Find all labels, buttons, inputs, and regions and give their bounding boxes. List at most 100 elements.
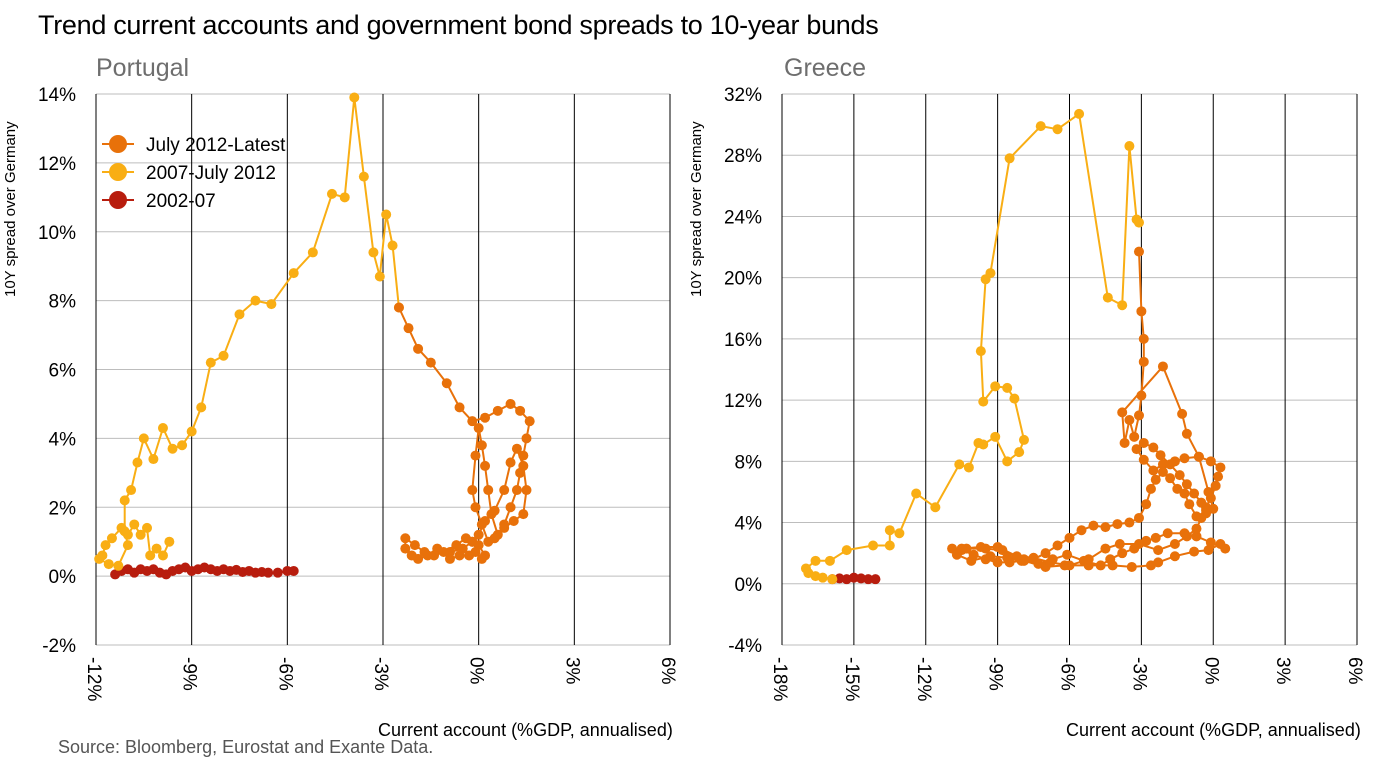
portugal-data-point-2002-07 xyxy=(263,567,274,578)
greece-data-point-july-2012-latest xyxy=(1052,540,1063,551)
greece-data-point-july-2012-latest xyxy=(1153,557,1164,568)
greece-data-point-2007-july-2012 xyxy=(1035,121,1046,132)
greece-data-point-july-2012-latest xyxy=(1196,497,1207,508)
greece-data-point-july-2012-latest xyxy=(1191,531,1202,542)
portugal-data-point-2007-july-2012 xyxy=(135,529,146,540)
portugal-data-point-2007-july-2012 xyxy=(113,560,124,571)
portugal-x-tick-label: 0% xyxy=(466,657,487,685)
greece-data-point-2007-july-2012 xyxy=(884,525,895,536)
legend-marker xyxy=(109,135,127,153)
legend: July 2012-Latest 2007-July 2012 2002-07 xyxy=(102,135,286,212)
greece-x-tick-label: -3% xyxy=(1128,657,1149,691)
portugal-data-point-2007-july-2012 xyxy=(138,433,149,444)
greece-data-point-2002-07 xyxy=(863,574,874,585)
greece-data-point-2007-july-2012 xyxy=(1002,456,1013,467)
greece-data-point-july-2012-latest xyxy=(1136,390,1147,401)
greece-data-point-july-2012-latest xyxy=(1126,561,1137,572)
portugal-data-point-2007-july-2012 xyxy=(288,268,299,279)
portugal-data-point-2007-july-2012 xyxy=(205,357,216,368)
greece-data-point-july-2012-latest xyxy=(1205,456,1216,467)
portugal-y-tick-label: 0% xyxy=(49,567,77,588)
portugal-data-point-july-2012-latest xyxy=(403,323,414,334)
portugal-chart: -2% 0% 2% 4% 6% 8% 10% 12% 14% -12% -9% -6% -3% 0% 3% 6… xyxy=(38,85,678,701)
portugal-data-point-july-2012-latest xyxy=(470,450,481,461)
portugal-data-point-july-2012-latest xyxy=(438,547,449,558)
greece-data-point-2007-july-2012 xyxy=(1004,153,1015,164)
portugal-data-point-2007-july-2012 xyxy=(145,550,156,561)
portugal-data-point-2007-july-2012 xyxy=(100,540,111,551)
greece-data-point-july-2012-latest xyxy=(1076,525,1087,536)
portugal-x-tick-label: -9% xyxy=(179,657,200,691)
greece-data-point-july-2012-latest xyxy=(1189,488,1200,499)
portugal-data-point-2007-july-2012 xyxy=(339,192,350,203)
portugal-data-point-2007-july-2012 xyxy=(368,247,379,258)
greece-data-point-2007-july-2012 xyxy=(810,555,821,566)
greece-data-point-july-2012-latest xyxy=(1150,532,1161,543)
greece-data-point-july-2012-latest xyxy=(1189,546,1200,557)
portugal-data-point-july-2012-latest xyxy=(476,440,487,451)
greece-data-point-july-2012-latest xyxy=(1157,459,1168,470)
portugal-data-point-july-2012-latest xyxy=(464,550,475,561)
portugal-data-point-2007-july-2012 xyxy=(106,533,117,544)
greece-data-point-july-2012-latest xyxy=(1148,465,1159,476)
greece-data-point-2007-july-2012 xyxy=(930,502,941,513)
portugal-data-point-july-2012-latest xyxy=(473,529,484,540)
greece-data-point-july-2012-latest xyxy=(1179,453,1190,464)
greece-data-point-july-2012-latest xyxy=(1157,467,1168,478)
greece-data-point-july-2012-latest xyxy=(1136,306,1147,317)
greece-data-point-july-2012-latest xyxy=(1203,545,1214,556)
portugal-data-point-2007-july-2012 xyxy=(358,171,369,182)
portugal-data-point-july-2012-latest xyxy=(441,378,452,389)
greece-data-point-july-2012-latest xyxy=(1157,361,1168,372)
greece-data-point-july-2012-latest xyxy=(1131,444,1142,455)
portugal-data-point-july-2012-latest xyxy=(505,457,516,468)
greece-data-point-2007-july-2012 xyxy=(911,488,922,499)
greece-data-point-july-2012-latest xyxy=(1205,537,1216,548)
greece-data-point-2007-july-2012 xyxy=(1102,292,1113,303)
greece-data-point-july-2012-latest xyxy=(985,551,996,562)
greece-data-point-2007-july-2012 xyxy=(990,431,1001,442)
legend-marker xyxy=(109,163,127,181)
portugal-data-point-july-2012-latest xyxy=(425,357,436,368)
greece-data-point-july-2012-latest xyxy=(1174,470,1185,481)
portugal-data-point-2007-july-2012 xyxy=(374,271,385,282)
greece-data-point-2007-july-2012 xyxy=(824,555,835,566)
greece-x-tick-label: -9% xyxy=(985,657,1006,691)
greece-data-point-2007-july-2012 xyxy=(1124,141,1135,152)
greece-data-point-2007-july-2012 xyxy=(800,563,811,574)
greece-data-point-july-2012-latest xyxy=(1133,512,1144,523)
portugal-data-point-july-2012-latest xyxy=(444,553,455,564)
portugal-data-point-2007-july-2012 xyxy=(164,536,175,547)
portugal-data-point-july-2012-latest xyxy=(518,509,529,520)
portugal-data-point-july-2012-latest xyxy=(483,485,494,496)
legend-label: 2007-July 2012 xyxy=(146,163,276,184)
greece-data-point-july-2012-latest xyxy=(1201,505,1212,516)
portugal-data-point-july-2012-latest xyxy=(511,443,522,454)
portugal-data-point-2007-july-2012 xyxy=(266,299,277,310)
greece-data-point-july-2012-latest xyxy=(1114,538,1125,549)
greece-data-point-2007-july-2012 xyxy=(827,574,838,585)
greece-data-point-july-2012-latest xyxy=(1133,410,1144,421)
greece-data-point-july-2012-latest xyxy=(1045,557,1056,568)
greece-data-point-july-2012-latest xyxy=(1155,450,1166,461)
greece-data-point-2007-july-2012 xyxy=(978,396,989,407)
greece-data-point-july-2012-latest xyxy=(1040,548,1051,559)
portugal-data-point-july-2012-latest xyxy=(476,553,487,564)
portugal-data-point-july-2012-latest xyxy=(473,423,484,434)
portugal-data-point-2007-july-2012 xyxy=(349,92,360,103)
portugal-data-point-2007-july-2012 xyxy=(250,295,261,306)
portugal-x-tick-label: -3% xyxy=(370,657,391,691)
greece-data-point-july-2012-latest xyxy=(1002,552,1013,563)
portugal-data-point-july-2012-latest xyxy=(400,543,411,554)
portugal-data-point-july-2012-latest xyxy=(508,516,519,527)
portugal-y-tick-label: 2% xyxy=(49,498,77,519)
greece-y-tick-label: 32% xyxy=(724,85,762,106)
greece-data-point-july-2012-latest xyxy=(1105,554,1116,565)
greece-y-tick-label: 20% xyxy=(724,269,762,290)
portugal-data-point-july-2012-latest xyxy=(454,550,465,561)
greece-series-line-july-2012-latest xyxy=(951,251,1227,568)
greece-data-point-july-2012-latest xyxy=(966,555,977,566)
portugal-data-point-2002-07 xyxy=(288,565,299,576)
greece-data-point-2007-july-2012 xyxy=(954,459,965,470)
portugal-data-point-july-2012-latest xyxy=(521,433,532,444)
